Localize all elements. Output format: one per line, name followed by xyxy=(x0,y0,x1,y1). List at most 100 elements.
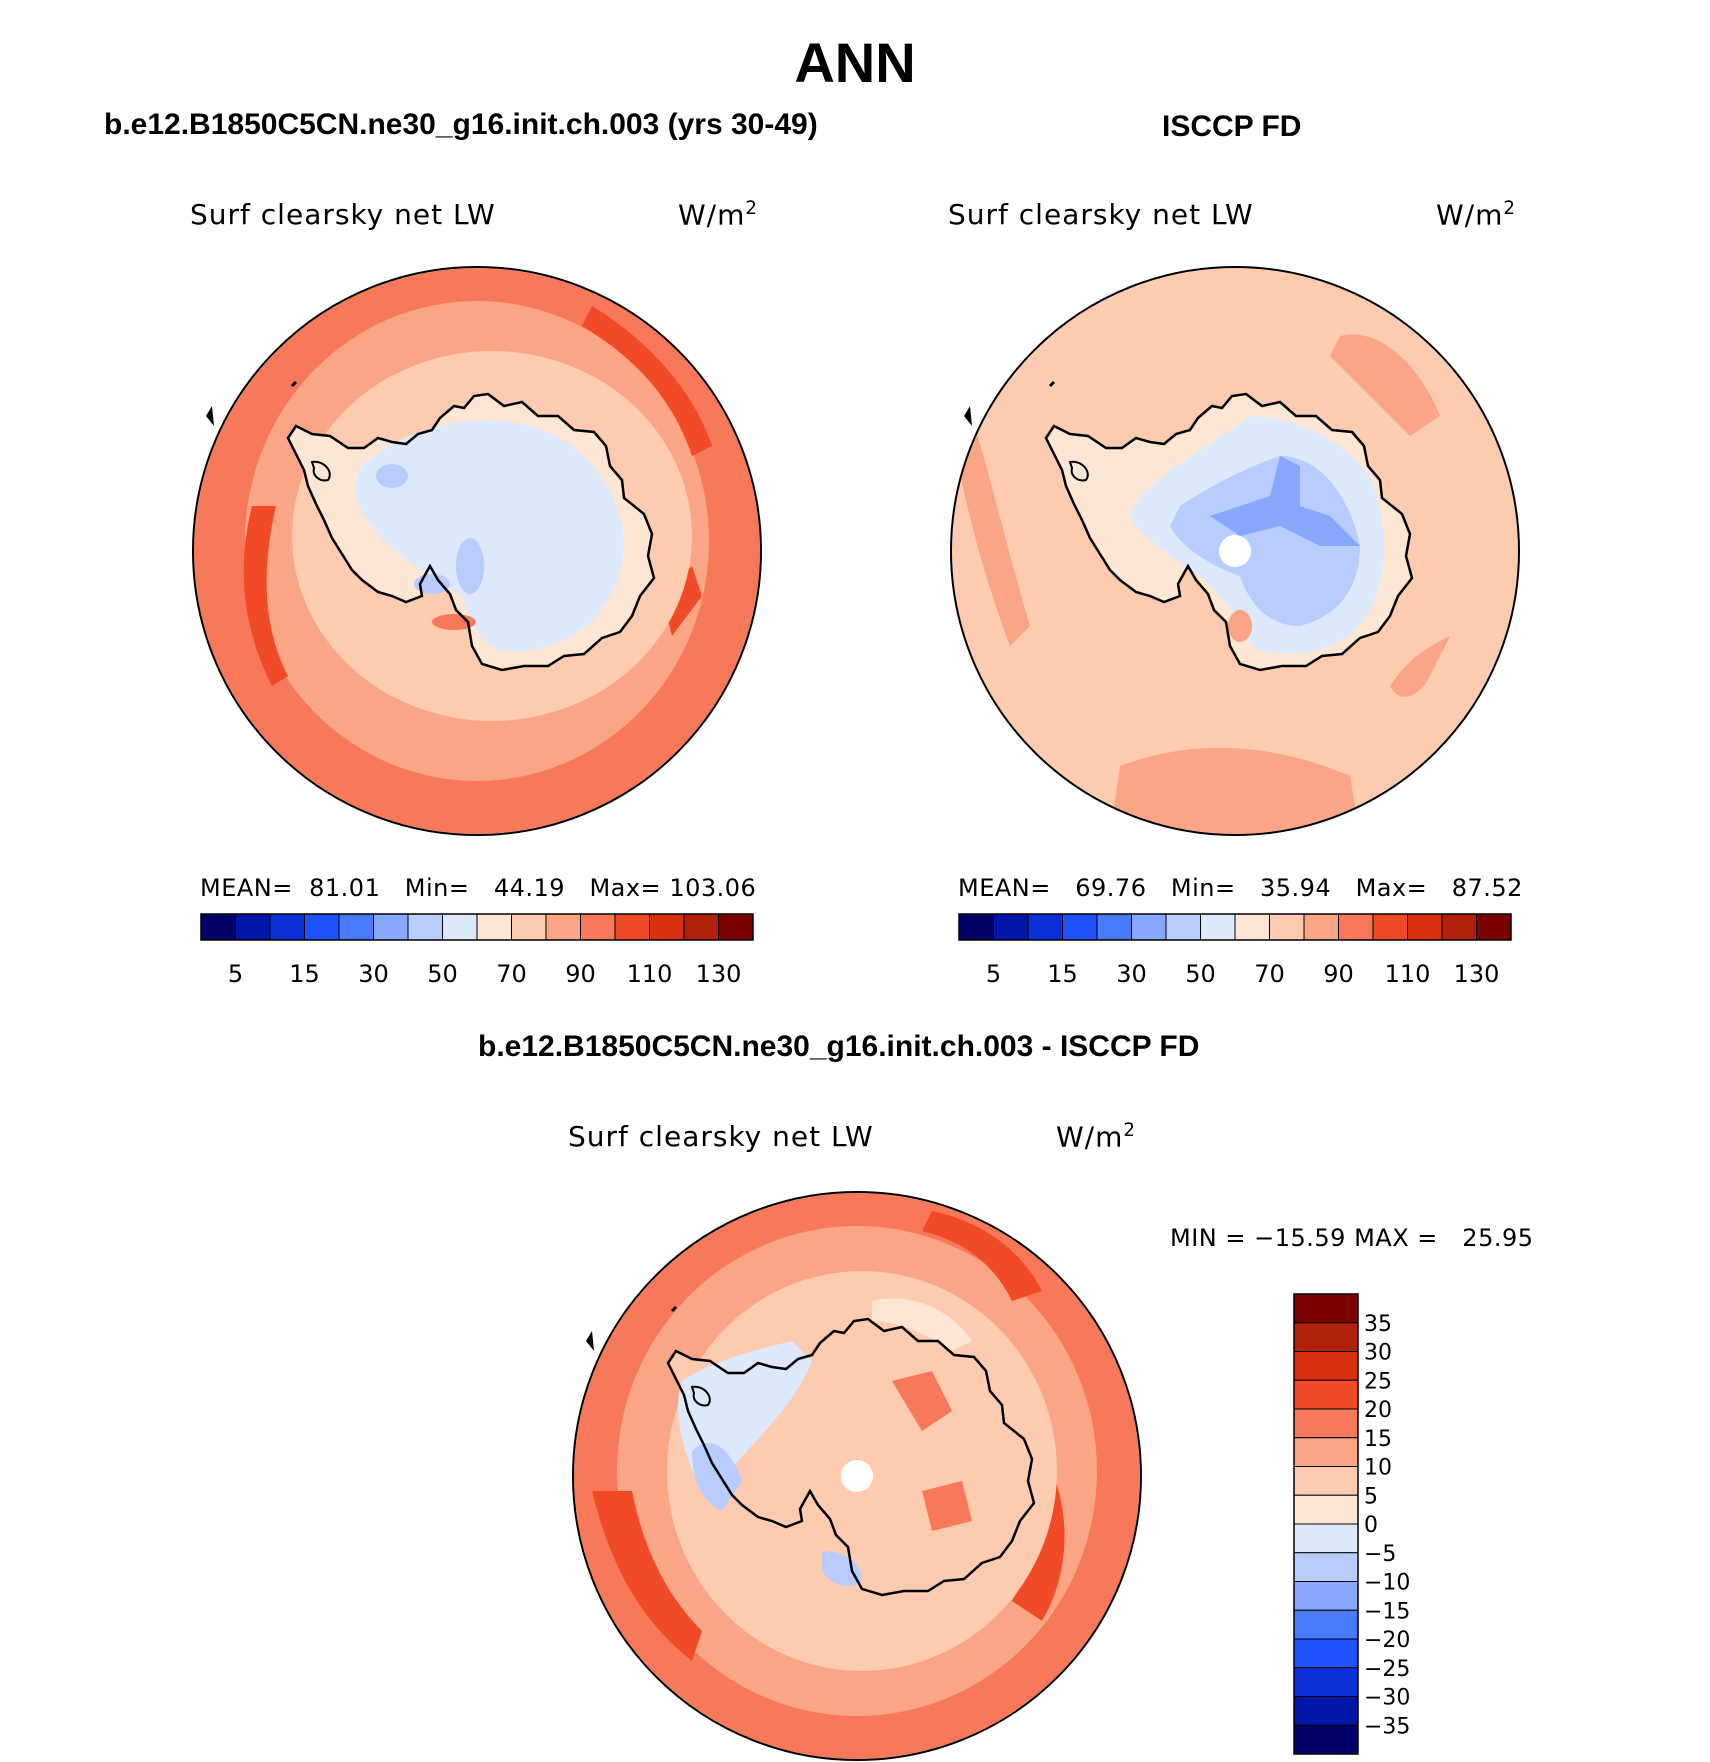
colorbar-swatch xyxy=(1200,913,1236,941)
cool-region xyxy=(822,1551,862,1587)
coastline xyxy=(690,1385,711,1407)
colorbar-frame xyxy=(1293,1293,1359,1755)
panel-obs-stats: MEAN= 69.76 Min= 35.94 Max= 87.52 xyxy=(958,874,1523,902)
colorbar-tick-label: 15 xyxy=(1364,1427,1392,1452)
colorbar-swatch xyxy=(1096,913,1132,941)
colorbar-swatch xyxy=(235,913,271,941)
plateau-fill xyxy=(355,420,624,652)
colorbar-tick-label: 90 xyxy=(1323,960,1354,988)
plateau-core xyxy=(1170,456,1360,626)
map-border xyxy=(192,266,762,836)
warm-patch xyxy=(1110,747,1360,834)
colorbar-swatch xyxy=(1269,913,1305,941)
colorbar-swatch xyxy=(1062,913,1098,941)
colorbar-tick-label: −35 xyxy=(1364,1714,1410,1739)
colorbar-swatch xyxy=(1293,1293,1359,1324)
colorbar-tick-label: −30 xyxy=(1364,1686,1410,1711)
colorbar-tick-label: 10 xyxy=(1364,1456,1392,1481)
polar-hole xyxy=(841,1460,873,1492)
colorbar-swatch xyxy=(718,913,754,941)
colorbar-swatch xyxy=(1293,1408,1359,1439)
colorbar-tick-label: 90 xyxy=(565,960,596,988)
colorbar-tick-label: 0 xyxy=(1364,1513,1378,1538)
warm-patch xyxy=(892,1371,952,1431)
colorbar-swatch xyxy=(958,913,994,941)
colorbar-tick-label: −10 xyxy=(1364,1571,1410,1596)
colorbar-tick-label: −15 xyxy=(1364,1599,1410,1624)
colorbar-swatch xyxy=(1293,1351,1359,1381)
colorbar-swatch xyxy=(1165,913,1201,941)
colorbar-swatch xyxy=(1293,1437,1359,1467)
colorbar-swatch xyxy=(1293,1609,1359,1640)
colorbar-tick-label: 110 xyxy=(627,960,673,988)
panel-model-map xyxy=(192,266,762,836)
colorbar-swatch xyxy=(1293,1523,1359,1554)
colorbar-swatch xyxy=(1131,913,1167,941)
colorbar-swatch xyxy=(545,913,581,941)
colorbar-tick-label: 5 xyxy=(228,960,243,988)
panel-obs-units: W/m2 xyxy=(1436,198,1516,232)
warm-patch xyxy=(1330,334,1440,436)
colorbar-swatch xyxy=(1293,1379,1359,1410)
coastline xyxy=(290,380,298,388)
colorbar-tick-label: 70 xyxy=(1254,960,1285,988)
plateau-coldest xyxy=(1210,456,1360,546)
colorbar-swatch xyxy=(1293,1724,1359,1755)
colorbar-tick-label: −5 xyxy=(1364,1542,1396,1567)
colorbar-swatch xyxy=(1441,913,1477,941)
cold-patch xyxy=(376,464,408,488)
colorbar-swatch xyxy=(1407,913,1443,941)
colorbar-swatch xyxy=(373,913,409,941)
coastline xyxy=(1068,460,1089,482)
colorbar-swatch xyxy=(649,913,685,941)
panel-model-colorbar: 5 15 30 50 70 90 110 130 xyxy=(200,913,754,988)
cool-region xyxy=(692,1442,742,1511)
panel-obs-colorbar: 5 15 30 50 70 90 110 130 xyxy=(958,913,1512,988)
colorbar-tick-label: 5 xyxy=(1364,1484,1378,1509)
colorbar-frame xyxy=(958,913,1512,941)
neutral-patch xyxy=(872,1298,972,1351)
colorbar-swatch xyxy=(1293,1696,1359,1726)
panel-diff-title: b.e12.B1850C5CN.ne30_g16.init.ch.003 - I… xyxy=(478,1030,1200,1063)
colorbar-swatch xyxy=(269,913,305,941)
colorbar-swatch xyxy=(683,913,719,941)
coastline xyxy=(586,1331,594,1351)
warm-patch xyxy=(582,306,712,456)
panel-model-title: b.e12.B1850C5CN.ne30_g16.init.ch.003 (yr… xyxy=(104,108,818,141)
coastline xyxy=(964,406,972,426)
coastline xyxy=(286,392,656,672)
panel-model-variable: Surf clearsky net LW xyxy=(190,198,496,231)
colorbar-tick-label: 30 xyxy=(358,960,389,988)
panel-diff-stats: MIN = −15.59 MAX = 25.95 xyxy=(1170,1224,1534,1252)
panel-obs-map xyxy=(950,266,1520,836)
colorbar-tick-label: 110 xyxy=(1385,960,1431,988)
colorbar-swatch xyxy=(1303,913,1339,941)
warm-patch xyxy=(592,1491,702,1661)
cold-patch xyxy=(456,538,484,594)
colorbar-tick-label: 5 xyxy=(986,960,1001,988)
colorbar-swatch xyxy=(1293,1581,1359,1611)
panel-diff-variable: Surf clearsky net LW xyxy=(568,1120,874,1153)
panel-obs-variable: Surf clearsky net LW xyxy=(948,198,1254,231)
warm-patch xyxy=(922,1211,1042,1301)
colorbar-tick-label: 70 xyxy=(496,960,527,988)
colorbar-swatch xyxy=(1293,1494,1359,1525)
coastline xyxy=(1044,392,1414,672)
colorbar-swatch xyxy=(614,913,650,941)
colorbar-tick-label: 15 xyxy=(1047,960,1078,988)
colorbar-swatch xyxy=(1476,913,1512,941)
page-title: ANN xyxy=(794,31,916,94)
colorbar-swatch xyxy=(993,913,1029,941)
warm-patch xyxy=(1228,610,1252,642)
map-border xyxy=(572,1191,1142,1761)
colorbar-swatch xyxy=(1293,1638,1359,1669)
panel-diff-map xyxy=(572,1191,1142,1761)
colorbar-swatch xyxy=(1234,913,1270,941)
colorbar-swatch xyxy=(1293,1322,1359,1352)
colorbar-swatch xyxy=(442,913,478,941)
colorbar-tick-label: 15 xyxy=(289,960,320,988)
colorbar-swatch xyxy=(476,913,512,941)
colorbar-tick-label: −20 xyxy=(1364,1628,1410,1653)
colorbar-swatch xyxy=(200,913,236,941)
coastline xyxy=(666,1317,1036,1597)
